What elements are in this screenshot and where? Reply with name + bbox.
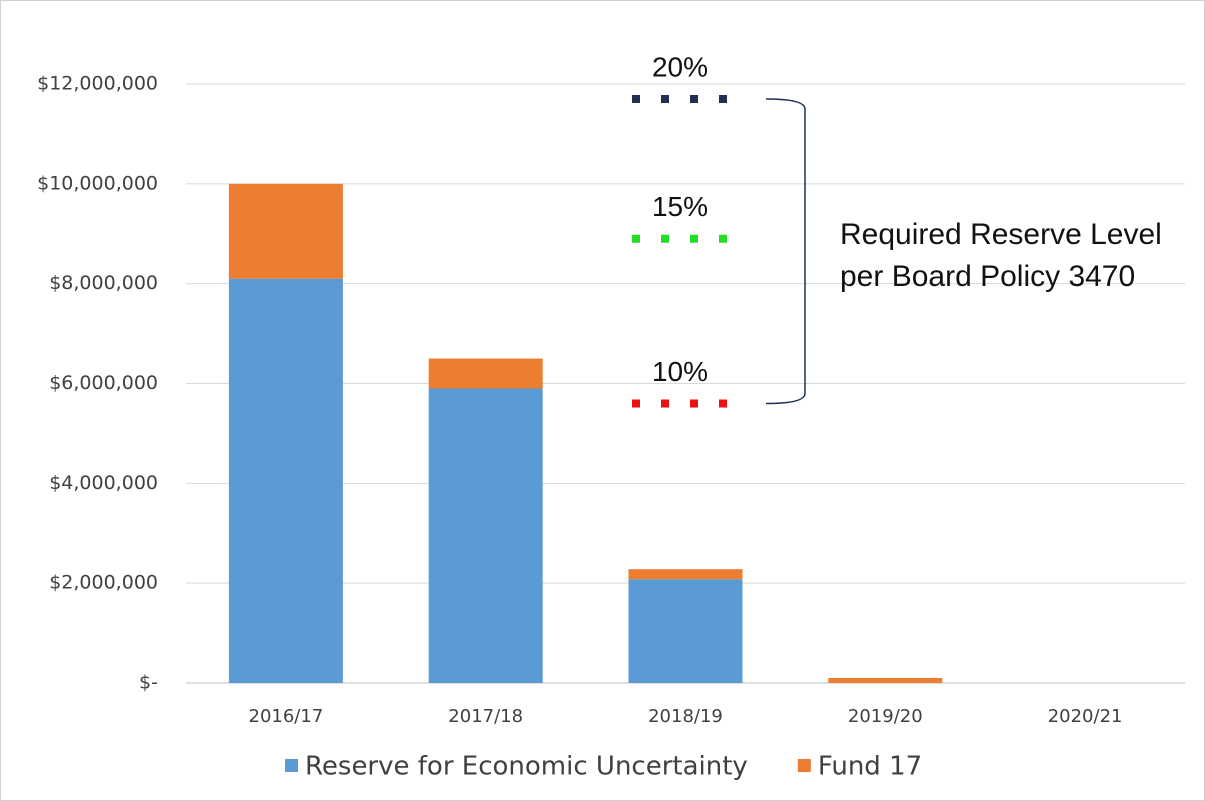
legend-label: Fund 17 [818,752,922,782]
reserve-level-label: 10% [652,356,708,387]
y-tick-label: $4,000,000 [49,472,158,494]
y-tick-label: $10,000,000 [37,172,158,194]
bar-segment [228,278,343,683]
x-tick-label: 2017/18 [448,706,523,727]
y-tick-label: $6,000,000 [49,372,158,394]
y-tick-label: $12,000,000 [37,73,158,95]
bar-segment [628,569,743,580]
x-tick-label: 2016/17 [249,706,324,727]
y-tick-label: $- [139,672,158,694]
reserve-level-label: 20% [652,51,708,82]
x-tick-label: 2020/21 [1048,706,1123,727]
y-tick-label: $2,000,000 [49,572,158,594]
bracket [765,98,806,405]
y-tick-label: $8,000,000 [49,272,158,294]
legend-swatch [797,759,811,772]
bar-segment [428,388,543,683]
bar-segment [428,358,543,389]
bar-segment [228,183,343,279]
x-tick-label: 2019/20 [848,706,923,727]
bar-segment [828,678,943,683]
x-tick-label: 2018/19 [648,706,723,727]
legend-label: Reserve for Economic Uncertainty [305,752,748,782]
annotation: Required Reserve Level per Board Policy … [840,218,1162,293]
reserve-level-label: 15% [652,191,708,222]
legend-swatch [285,759,298,772]
bar-segment [628,579,743,683]
